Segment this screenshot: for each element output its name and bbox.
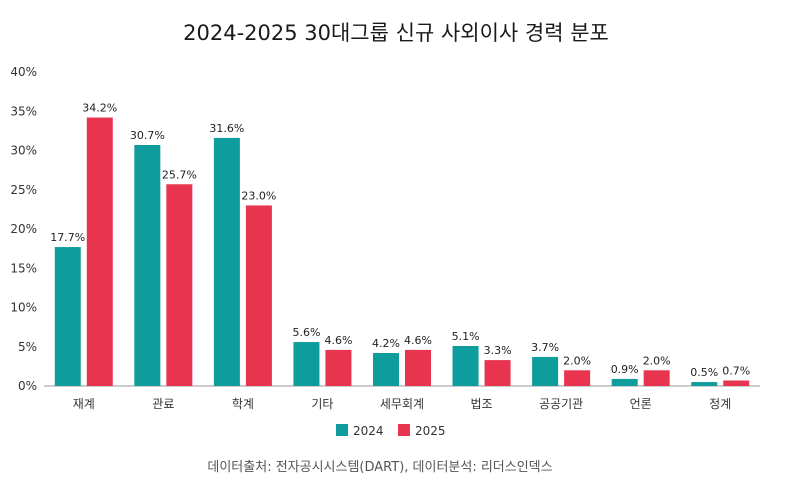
y-axis: 0% 5% 10% 15% 20% 25% 30% 35% 40% [10, 65, 37, 393]
data-label-2024-세무회계: 4.2% [372, 337, 400, 350]
x-tick-label: 재계 [73, 397, 95, 411]
bar-2024-학계 [213, 137, 240, 386]
data-label-2024-기타: 5.6% [292, 326, 320, 339]
data-label-2024-법조: 5.1% [452, 330, 480, 343]
legend-swatch [336, 424, 348, 436]
bar-2025-기타 [325, 349, 352, 386]
legend-item-2025: 2025 [398, 424, 446, 438]
bar-2025-정계 [723, 380, 750, 386]
bar-2024-기타 [293, 342, 320, 386]
data-label-2024-언론: 0.9% [611, 363, 639, 376]
bar-2024-법조 [452, 345, 479, 386]
data-label-2024-정계: 0.5% [690, 366, 718, 379]
data-label-2025-법조: 3.3% [484, 344, 512, 357]
y-tick-label: 35% [10, 104, 37, 118]
bar-2024-공공기관 [532, 356, 559, 386]
bar-2025-재계 [86, 117, 113, 386]
x-tick-label: 언론 [630, 397, 652, 411]
x-tick-label: 법조 [471, 397, 493, 411]
y-tick-label: 15% [10, 261, 37, 275]
y-tick-label: 30% [10, 144, 37, 158]
y-tick-label: 20% [10, 222, 37, 236]
bar-2025-법조 [484, 360, 511, 386]
watermark-text: 뉴스스페이스 [656, 457, 739, 475]
y-tick-label: 25% [10, 183, 37, 197]
legend-swatch [398, 424, 410, 436]
data-label-2024-관료: 30.7% [130, 129, 165, 142]
data-label-2025-기타: 4.6% [324, 334, 352, 347]
data-label-2024-학계: 31.6% [209, 122, 244, 135]
watermark-logo: NS [617, 454, 648, 478]
y-tick-label: 40% [10, 65, 37, 79]
bars [54, 117, 750, 386]
legend-item-2024: 2024 [336, 424, 384, 438]
x-tick-label: 세무회계 [380, 397, 424, 411]
data-label-2024-공공기관: 3.7% [531, 341, 559, 354]
x-tick-label: 학계 [232, 397, 254, 411]
source-text: 데이터출처: 전자공시시스템(DART), 데이터분석: 리더스인덱스 [207, 460, 552, 475]
data-label-2024-재계: 17.7% [50, 231, 85, 244]
x-tick-label: 정계 [709, 397, 731, 411]
bar-2024-세무회계 [373, 353, 399, 386]
legend-label: 2024 [353, 424, 384, 438]
data-label-2025-언론: 2.0% [643, 354, 671, 367]
x-tick-label: 공공기관 [539, 397, 583, 411]
data-label-2025-공공기관: 2.0% [563, 354, 591, 367]
bar-2025-언론 [643, 370, 670, 386]
y-tick-label: 0% [18, 379, 37, 393]
legend-label: 2025 [415, 424, 446, 438]
y-tick-label: 5% [18, 340, 37, 354]
bar-2024-정계 [691, 382, 718, 386]
data-labels: 17.7% 34.2% 30.7% 25.7% 31.6% 23.0% 5.6% 4.6% 4.… [50, 102, 750, 380]
bar-2025-관료 [166, 184, 193, 386]
data-label-2025-학계: 23.0% [241, 189, 276, 202]
bar-2024-재계 [54, 247, 81, 386]
category-labels: 재계 관료 학계 기타 세무회계 법조 공공기관 언론 정계 [73, 397, 732, 411]
bar-2025-공공기관 [564, 370, 591, 386]
data-label-2025-재계: 34.2% [82, 102, 117, 115]
data-label-2025-정계: 0.7% [722, 365, 750, 378]
chart-title: 2024-2025 30대그룹 신규 사외이사 경력 분포 [183, 21, 609, 45]
watermark: NS 뉴스스페이스 [617, 454, 739, 478]
data-label-2025-세무회계: 4.6% [404, 334, 432, 347]
bar-2025-학계 [245, 205, 272, 386]
x-tick-label: 관료 [152, 397, 174, 411]
x-tick-label: 기타 [311, 397, 333, 411]
y-tick-label: 10% [10, 301, 37, 315]
bar-2025-세무회계 [405, 349, 431, 386]
bar-2024-관료 [134, 145, 161, 386]
data-label-2025-관료: 25.7% [162, 168, 197, 181]
legend: 2024 2025 [336, 424, 446, 438]
bar-2024-언론 [611, 378, 638, 386]
